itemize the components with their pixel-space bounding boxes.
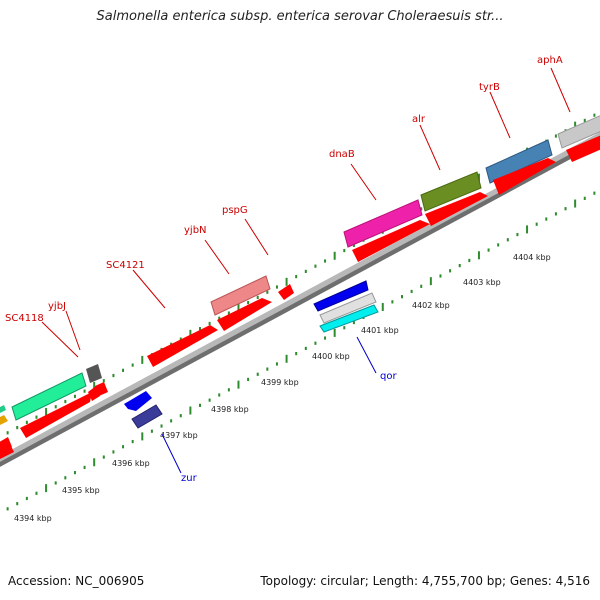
feature-aphA[interactable]: [557, 114, 600, 149]
feature-qor[interactable]: [313, 280, 369, 312]
scale-label: 4396 kbp: [112, 459, 150, 468]
label-pointer: [65, 310, 81, 351]
feature-yjbJ[interactable]: [86, 364, 102, 383]
cds-arrow[interactable]: [217, 298, 272, 331]
scale-label: 4397 kbp: [160, 431, 198, 440]
cds-arrow[interactable]: [352, 220, 430, 262]
feature-zur-partner[interactable]: [131, 404, 163, 429]
label-pointer: [350, 163, 377, 201]
forward-gene-labels: SC4118 yjbJ SC4121 yjbN pspG dnaB alr tyrB aphA: [5, 55, 563, 324]
feature-qor-grey[interactable]: [319, 292, 377, 324]
cds-arrow[interactable]: [95, 382, 108, 396]
scale-label: 4403 kbp: [463, 278, 501, 287]
cds-arrow[interactable]: [20, 392, 92, 438]
forward-outer-features: [0, 114, 600, 426]
gene-label-tyrB[interactable]: tyrB: [479, 82, 500, 93]
label-pointer: [356, 336, 377, 374]
scale-label: 4398 kbp: [211, 405, 249, 414]
feature-SC4118[interactable]: [11, 372, 87, 421]
gene-label-SC4118[interactable]: SC4118: [5, 313, 44, 324]
cds-arrow[interactable]: [425, 192, 488, 226]
label-pointer: [161, 433, 182, 474]
feature-green-small[interactable]: [0, 405, 6, 415]
reverse-gene-labels: zur qor: [181, 371, 397, 484]
feature-yjbN[interactable]: [210, 275, 271, 316]
scale-label: 4395 kbp: [62, 486, 100, 495]
genome-stats: Topology: circular; Length: 4,755,700 bp…: [260, 574, 590, 588]
scale-label: 4402 kbp: [412, 301, 450, 310]
label-pointer: [41, 321, 79, 358]
label-pointer: [489, 91, 511, 139]
label-pointer-lines: [41, 67, 571, 474]
cds-arrow[interactable]: [0, 444, 14, 460]
label-pointer: [244, 218, 269, 256]
feature-qor-cyan[interactable]: [319, 304, 379, 333]
gene-label-alr[interactable]: alr: [412, 114, 426, 125]
feature-pspG[interactable]: [278, 284, 294, 300]
label-pointer: [550, 67, 571, 113]
scale-label: 4404 kbp: [513, 253, 551, 262]
reverse-features: [0, 280, 379, 460]
gene-label-zur[interactable]: zur: [181, 473, 198, 484]
gene-label-dnaB[interactable]: dnaB: [329, 149, 355, 160]
backbone-shadow: [0, 137, 600, 467]
scale-label: 4401 kbp: [361, 326, 399, 335]
genome-title: Salmonella enterica subsp. enterica sero…: [96, 9, 504, 24]
feature-tyrB[interactable]: [485, 139, 553, 184]
feature-zur[interactable]: [124, 391, 152, 411]
gene-label-aphA[interactable]: aphA: [537, 55, 563, 66]
label-pointer: [132, 269, 166, 309]
accession-text: Accession: NC_006905: [8, 574, 145, 588]
scale-label: 4399 kbp: [261, 378, 299, 387]
feature-alr[interactable]: [420, 171, 482, 212]
label-pointer: [419, 124, 441, 171]
gene-label-SC4121[interactable]: SC4121: [106, 260, 145, 271]
gene-label-yjbN[interactable]: yjbN: [184, 225, 207, 236]
gene-label-qor[interactable]: qor: [380, 371, 397, 382]
cds-arrow[interactable]: [493, 158, 556, 195]
cds-arrow[interactable]: [147, 325, 218, 367]
gene-label-yjbJ[interactable]: yjbJ: [48, 301, 66, 312]
cds-arrow[interactable]: [566, 134, 600, 162]
scale-label: 4400 kbp: [312, 352, 350, 361]
label-pointer: [204, 239, 230, 275]
scale-label: 4394 kbp: [14, 514, 52, 523]
feature-orange[interactable]: [0, 415, 8, 426]
forward-cds-track: [0, 134, 600, 454]
gene-label-pspG[interactable]: pspG: [222, 205, 248, 216]
feature-dnaB[interactable]: [343, 199, 423, 248]
scale-labels: 4394 kbp 4395 kbp 4396 kbp 4397 kbp 4398 kbp…: [14, 253, 551, 523]
reverse-tick-row: [6, 191, 596, 511]
